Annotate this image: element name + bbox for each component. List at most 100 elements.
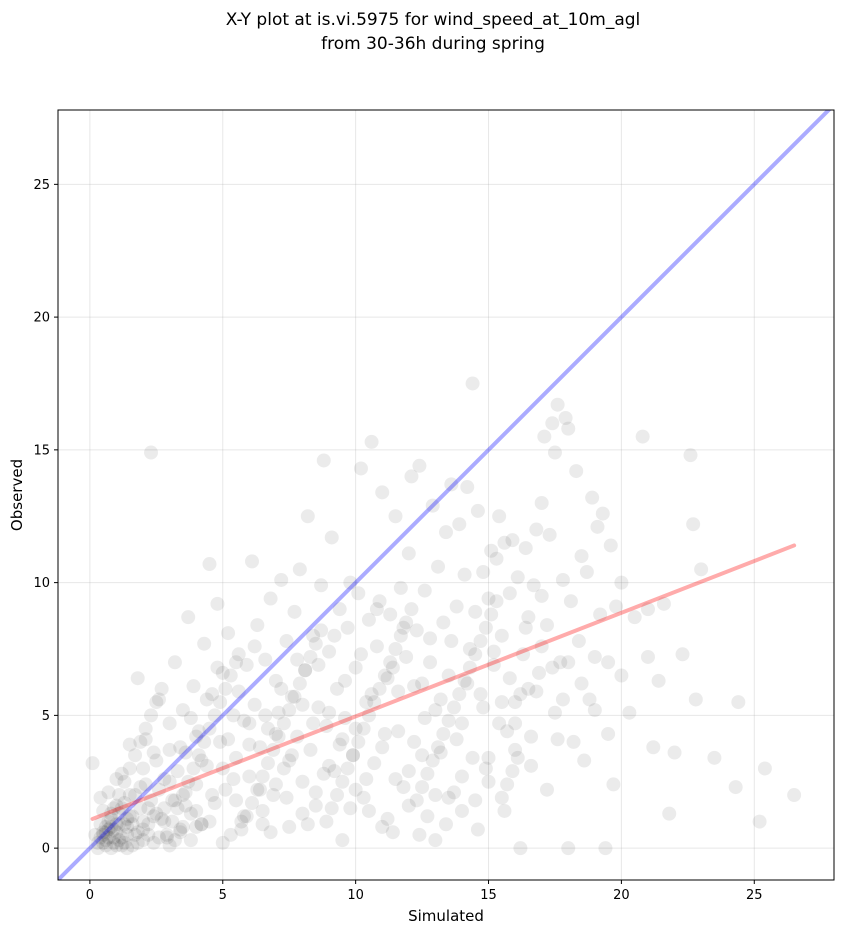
scatter-point <box>412 827 427 842</box>
scatter-point <box>396 620 411 635</box>
scatter-point <box>561 841 576 856</box>
scatter-point <box>412 458 427 473</box>
scatter-point <box>159 830 174 845</box>
scatter-point <box>322 705 337 720</box>
reference-lines <box>58 110 832 880</box>
scatter-point <box>295 806 310 821</box>
scatter-point <box>380 671 395 686</box>
scatter-point <box>250 618 265 633</box>
scatter-point <box>125 817 140 832</box>
scatter-point <box>577 753 592 768</box>
scatter-point <box>146 835 161 850</box>
scatter-point <box>234 814 249 829</box>
scatter-point <box>646 740 661 755</box>
scatter-point <box>223 668 238 683</box>
scatter-point <box>149 695 164 710</box>
scatter-point <box>502 671 517 686</box>
scatter-point <box>311 657 326 672</box>
scatter-point <box>393 628 408 643</box>
scatter-point <box>731 695 746 710</box>
scatter-point <box>417 583 432 598</box>
scatter-point <box>497 535 512 550</box>
scatter-point <box>96 825 111 840</box>
scatter-point <box>165 814 180 829</box>
scatter-point <box>449 732 464 747</box>
scatter-point <box>282 819 297 834</box>
scatter-point <box>104 819 119 834</box>
scatter-point <box>128 827 143 842</box>
scatter-point <box>409 793 424 808</box>
scatter-point <box>609 599 624 614</box>
scatter-point <box>468 793 483 808</box>
scatter-point <box>191 724 206 739</box>
scatter-point <box>454 716 469 731</box>
scatter-point <box>300 509 315 524</box>
scatter-point <box>537 429 552 444</box>
scatter-point <box>276 761 291 776</box>
scatter-point <box>101 814 116 829</box>
scatter-point <box>159 827 174 842</box>
scatter-point <box>431 740 446 755</box>
scatter-point <box>287 604 302 619</box>
scatter-point <box>441 713 456 728</box>
scatter-point <box>133 780 148 795</box>
scatter-point <box>151 692 166 707</box>
scatter-point <box>181 774 196 789</box>
scatter-point <box>547 445 562 460</box>
scatter-point <box>178 785 193 800</box>
scatter-point <box>505 533 520 548</box>
scatter-point <box>595 506 610 521</box>
scatter-point <box>104 806 119 821</box>
scatter-point <box>407 679 422 694</box>
scatter-point <box>332 737 347 752</box>
scatter-point <box>502 586 517 601</box>
scatter-point <box>316 766 331 781</box>
scatter-point <box>117 835 132 850</box>
scatter-point <box>162 742 177 757</box>
scatter-point <box>494 790 509 805</box>
scatter-point <box>380 811 395 826</box>
scatter-point <box>457 567 472 582</box>
scatter-point <box>521 610 536 625</box>
scatter-point <box>106 835 121 850</box>
scatter-point <box>601 726 616 741</box>
scatter-point <box>404 469 419 484</box>
scatter-point <box>170 764 185 779</box>
scatter-point <box>133 801 148 816</box>
scatter-point <box>675 647 690 662</box>
scatter-point <box>359 695 374 710</box>
scatter-point <box>112 788 127 803</box>
scatter-point <box>178 798 193 813</box>
scatter-point <box>454 769 469 784</box>
scatter-point <box>441 668 456 683</box>
scatter-point <box>423 655 438 670</box>
scatter-point <box>423 631 438 646</box>
scatter-point <box>539 782 554 797</box>
scatter-point <box>138 777 153 792</box>
scatter-point <box>237 713 252 728</box>
scatter-point <box>492 509 507 524</box>
scatter-point <box>452 687 467 702</box>
scatter-point <box>202 557 217 572</box>
scatter-point <box>314 623 329 638</box>
scatter-point <box>157 772 172 787</box>
scatter-point <box>444 634 459 649</box>
scatter-point <box>574 676 589 691</box>
scatter-point <box>96 803 111 818</box>
scatter-point <box>433 745 448 760</box>
scatter-point <box>356 790 371 805</box>
scatter-point <box>194 817 209 832</box>
scatter-point <box>391 684 406 699</box>
scatter-point <box>268 777 283 792</box>
scatter-point <box>109 798 124 813</box>
scatter-point <box>215 761 230 776</box>
scatter-point <box>191 748 206 763</box>
scatter-point <box>106 822 121 837</box>
scatter-point <box>298 663 313 678</box>
scatter-point <box>550 732 565 747</box>
scatter-point <box>481 774 496 789</box>
scatter-point <box>149 753 164 768</box>
scatter-point <box>481 750 496 765</box>
scatter-point <box>622 705 637 720</box>
scatter-point <box>308 636 323 651</box>
